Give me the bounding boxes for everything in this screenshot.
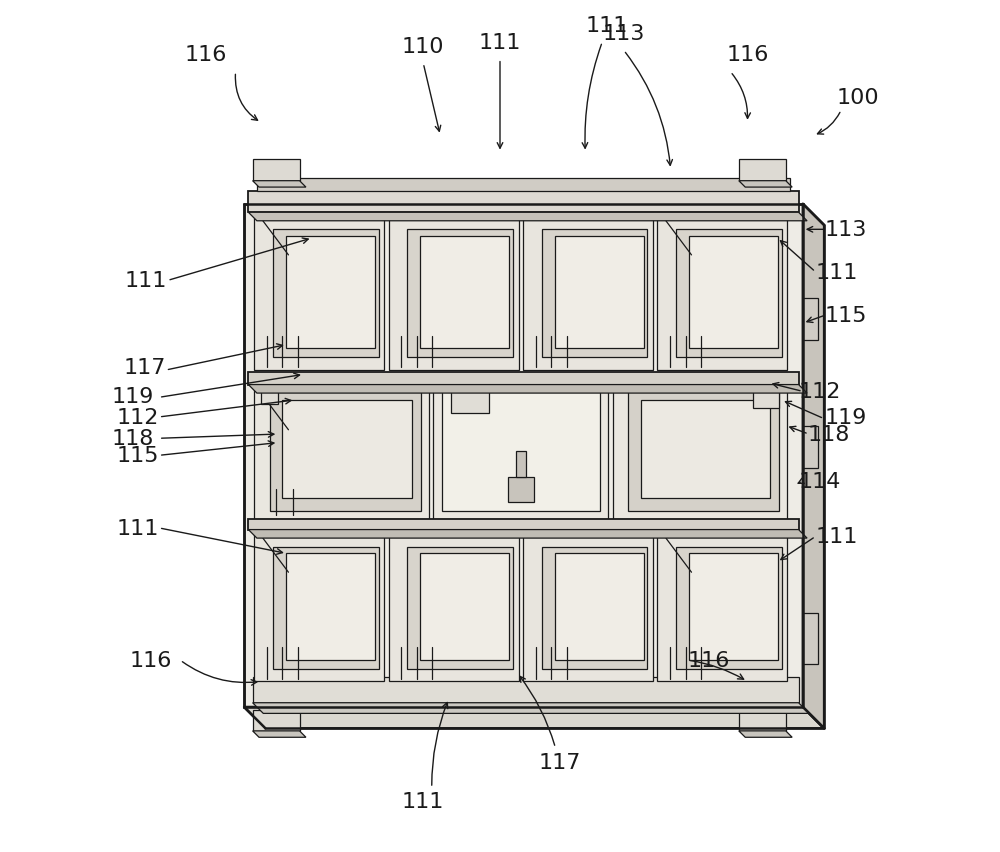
Text: 115: 115 <box>116 446 159 466</box>
Polygon shape <box>803 204 824 728</box>
Polygon shape <box>803 298 818 341</box>
Text: 112: 112 <box>116 407 159 428</box>
Polygon shape <box>739 731 792 737</box>
Polygon shape <box>248 213 807 222</box>
Polygon shape <box>542 547 647 669</box>
Polygon shape <box>689 237 778 349</box>
Polygon shape <box>803 426 818 469</box>
Polygon shape <box>407 230 513 358</box>
Polygon shape <box>244 707 824 728</box>
Polygon shape <box>508 477 534 503</box>
Text: 116: 116 <box>726 45 769 66</box>
Polygon shape <box>273 547 379 669</box>
Polygon shape <box>254 213 384 371</box>
Text: 111: 111 <box>816 527 858 547</box>
Text: 119: 119 <box>824 407 867 428</box>
Polygon shape <box>253 160 300 181</box>
Polygon shape <box>420 237 509 349</box>
Text: 116: 116 <box>129 650 171 671</box>
Polygon shape <box>523 213 653 371</box>
Polygon shape <box>753 392 779 409</box>
Polygon shape <box>270 392 421 511</box>
Text: 111: 111 <box>479 32 521 53</box>
Polygon shape <box>389 213 519 371</box>
Polygon shape <box>641 400 770 498</box>
Text: 116: 116 <box>185 45 227 66</box>
Text: 114: 114 <box>799 471 841 492</box>
Polygon shape <box>248 520 799 530</box>
Polygon shape <box>516 452 526 477</box>
Polygon shape <box>254 383 429 520</box>
Text: 111: 111 <box>585 15 628 36</box>
Polygon shape <box>273 230 379 358</box>
Polygon shape <box>253 731 306 737</box>
Text: 116: 116 <box>688 650 730 671</box>
Polygon shape <box>244 204 803 707</box>
Text: 119: 119 <box>112 386 154 406</box>
Polygon shape <box>803 613 818 665</box>
Text: 110: 110 <box>402 37 444 57</box>
Polygon shape <box>248 372 799 385</box>
Text: 113: 113 <box>602 24 645 44</box>
Text: 118: 118 <box>112 429 154 449</box>
Polygon shape <box>282 400 412 498</box>
Polygon shape <box>253 703 809 714</box>
Polygon shape <box>442 392 600 511</box>
Polygon shape <box>253 677 799 703</box>
Text: 111: 111 <box>816 262 858 283</box>
Text: 118: 118 <box>807 424 850 445</box>
Text: 115: 115 <box>824 305 867 325</box>
Polygon shape <box>257 179 790 192</box>
Polygon shape <box>657 213 787 371</box>
Polygon shape <box>739 710 786 731</box>
Text: 112: 112 <box>799 382 841 402</box>
Polygon shape <box>420 554 509 659</box>
Text: 111: 111 <box>125 271 167 291</box>
Polygon shape <box>739 181 792 187</box>
Polygon shape <box>689 554 778 659</box>
Polygon shape <box>628 392 779 511</box>
Polygon shape <box>286 237 375 349</box>
Text: 113: 113 <box>824 220 867 240</box>
Polygon shape <box>542 230 647 358</box>
Polygon shape <box>248 385 807 394</box>
Text: 100: 100 <box>837 88 880 108</box>
Text: 117: 117 <box>539 752 581 773</box>
Polygon shape <box>253 710 300 731</box>
Polygon shape <box>253 181 306 187</box>
Polygon shape <box>433 383 608 520</box>
Polygon shape <box>254 530 384 682</box>
Polygon shape <box>739 160 786 181</box>
Polygon shape <box>555 554 644 659</box>
Polygon shape <box>248 530 807 538</box>
Text: 111: 111 <box>116 518 159 538</box>
Polygon shape <box>613 383 787 520</box>
Polygon shape <box>407 547 513 669</box>
Polygon shape <box>676 547 782 669</box>
Polygon shape <box>248 192 799 213</box>
Polygon shape <box>555 237 644 349</box>
Polygon shape <box>286 554 375 659</box>
Polygon shape <box>451 392 489 413</box>
Polygon shape <box>657 530 787 682</box>
Polygon shape <box>389 530 519 682</box>
Text: 111: 111 <box>402 791 444 811</box>
Polygon shape <box>676 230 782 358</box>
Polygon shape <box>261 390 278 405</box>
Text: 117: 117 <box>123 358 165 378</box>
Polygon shape <box>523 530 653 682</box>
